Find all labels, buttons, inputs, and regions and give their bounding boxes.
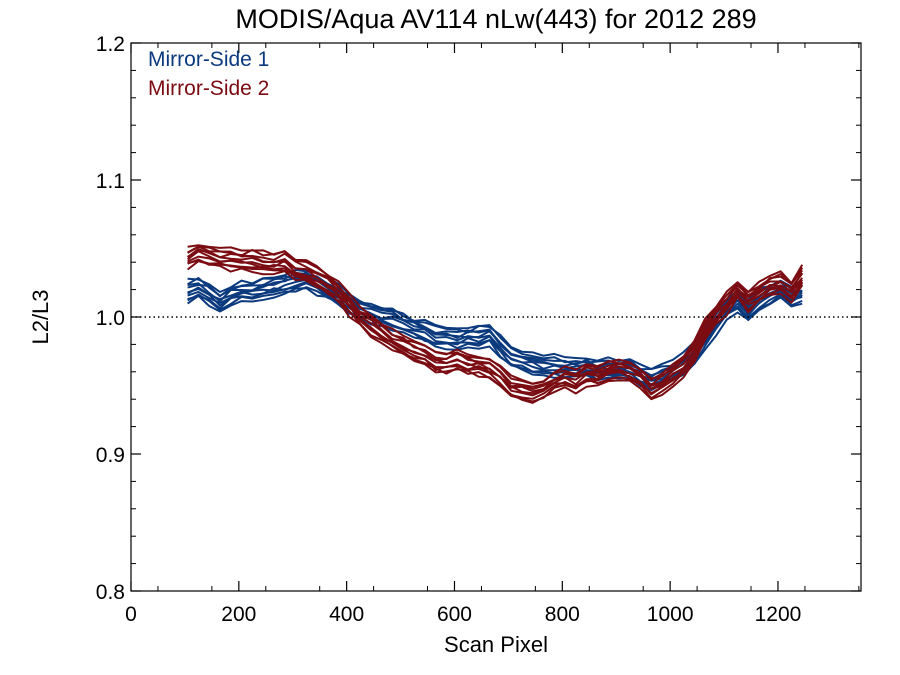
ticks-layer: [130, 42, 861, 592]
tick-labels-layer: 0 200 400 600 800 1000 1200 0.8 0.9 1.0 1.1 1.2: [96, 33, 802, 626]
series-layer: [187, 244, 804, 404]
chart-title: MODIS/Aqua AV114 nLw(443) for 2012 289: [235, 4, 756, 34]
x-tick-label: 600: [437, 603, 472, 626]
x-tick-label: 400: [329, 603, 364, 626]
series-2-line: [187, 248, 804, 393]
x-tick-label: 200: [221, 603, 256, 626]
x-axis-title: Scan Pixel: [444, 632, 548, 657]
series-2: [187, 244, 804, 404]
plot-area: [131, 244, 861, 404]
x-tick-label: 1000: [647, 603, 694, 626]
series-1-line: [187, 286, 803, 390]
series-2-line: [187, 245, 804, 388]
y-tick-label: 1.1: [96, 170, 125, 193]
x-tick-label: 800: [545, 603, 580, 626]
x-tick-label: 0: [125, 603, 137, 626]
y-axis-title: L2/L3: [28, 289, 53, 344]
series-2-line: [187, 244, 804, 385]
x-tick-label: 1200: [755, 603, 802, 626]
y-tick-label: 0.9: [96, 444, 125, 467]
y-tick-label: 0.8: [96, 581, 125, 604]
legend-entry-mirror-side-1: Mirror-Side 1: [148, 48, 269, 71]
legend-entry-mirror-side-2: Mirror-Side 2: [148, 77, 269, 100]
y-tick-label: 1.0: [96, 307, 125, 330]
y-tick-label: 1.2: [96, 33, 125, 56]
